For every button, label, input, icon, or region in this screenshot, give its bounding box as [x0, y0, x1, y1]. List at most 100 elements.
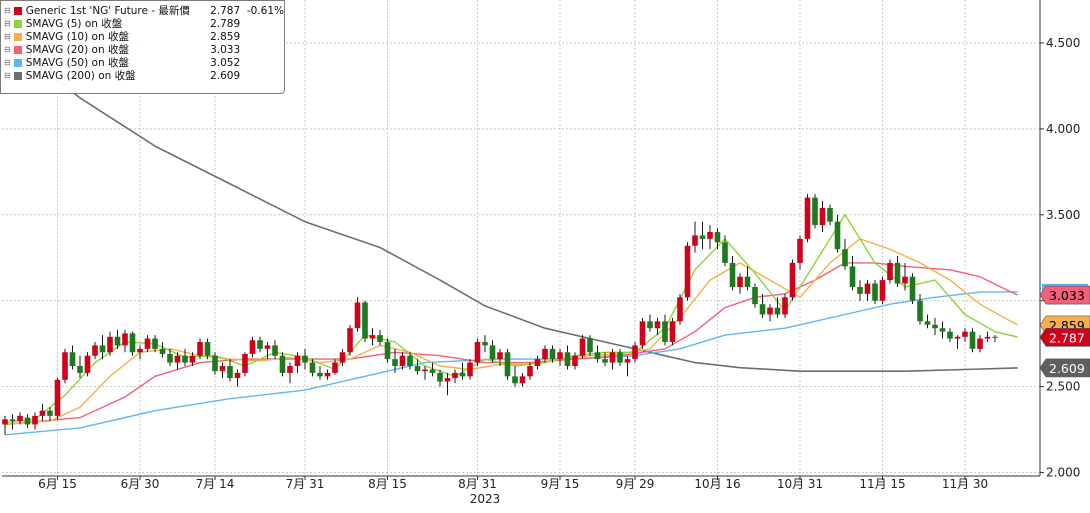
candle-body — [519, 376, 526, 384]
candle-body — [182, 355, 188, 363]
legend-item[interactable]: ⊟ SMAVG (20) on 收盤 3.033 — [3, 43, 284, 57]
candle-body — [129, 333, 136, 353]
candle-body — [99, 345, 106, 353]
y-tick-label: 2.500 — [1046, 380, 1080, 394]
candle-body — [902, 276, 908, 284]
legend-value: 3.052 — [210, 56, 241, 69]
candle-body — [369, 335, 376, 339]
candle-body — [759, 304, 766, 315]
candle-body — [242, 353, 248, 373]
legend-label: SMAVG (50) on 收盤 — [25, 57, 129, 69]
candle-body — [122, 333, 128, 346]
candle-body — [587, 338, 593, 353]
candle-body — [152, 338, 158, 349]
legend-label: SMAVG (10) on 收盤 — [25, 31, 129, 43]
legend-item[interactable]: ⊟ SMAVG (50) on 收盤 3.052 — [3, 56, 284, 70]
sma-200-line — [4, 38, 1018, 372]
candle-body — [917, 300, 923, 322]
candle-body — [744, 276, 751, 287]
candle-body — [77, 366, 83, 373]
legend-value: 2.787 — [210, 4, 241, 17]
legend-swatch — [13, 58, 22, 67]
candle-body — [482, 341, 488, 346]
candle-body — [939, 328, 946, 332]
y-tick-label: 2.000 — [1046, 466, 1080, 480]
y-tick-label: 4.000 — [1046, 122, 1080, 136]
candle-body — [714, 231, 721, 243]
legend-item[interactable]: ⊟ SMAVG (200) on 收盤 2.609 — [3, 69, 284, 83]
x-tick-label: 9月 29 — [616, 477, 655, 491]
legend-swatch — [13, 19, 22, 28]
candle-body — [2, 419, 8, 425]
x-tick-label: 8月 31 — [458, 477, 497, 491]
candle-body — [984, 336, 991, 339]
candle-body — [534, 359, 541, 367]
candle-body — [669, 321, 676, 342]
sma-5-line — [4, 214, 1018, 424]
candle-body — [962, 331, 968, 337]
collapse-icon[interactable]: ⊟ — [4, 6, 11, 15]
legend-swatch — [13, 6, 22, 15]
legend-item[interactable]: ⊟ Generic 1st 'NG' Future - 最新價 2.787 -0… — [3, 4, 284, 18]
candle-body — [789, 262, 796, 298]
price-label-bg — [1039, 358, 1090, 378]
candle-body — [932, 324, 938, 329]
candle-body — [362, 302, 368, 339]
candle-body — [54, 379, 61, 416]
candle-body — [849, 266, 856, 287]
legend-item[interactable]: ⊟ SMAVG (5) on 收盤 2.789 — [3, 17, 284, 31]
candle-body — [632, 345, 638, 360]
legend[interactable]: ⊟ Generic 1st 'NG' Future - 最新價 2.787 -0… — [0, 0, 285, 94]
price-label: 2.609 — [1049, 361, 1085, 376]
candle-body — [647, 321, 653, 329]
price-label-bg — [1039, 285, 1090, 305]
sma-10-line — [4, 238, 1018, 426]
collapse-icon[interactable]: ⊟ — [4, 19, 11, 28]
candle-body — [654, 321, 661, 329]
candle-body — [812, 197, 818, 226]
candle-body — [557, 352, 563, 360]
candle-body — [422, 369, 428, 372]
candle-body — [797, 238, 803, 263]
candle-body — [114, 336, 121, 346]
x-tick-label: 11月 15 — [859, 477, 905, 491]
collapse-icon[interactable]: ⊟ — [4, 58, 11, 67]
candle-body — [624, 359, 631, 363]
collapse-icon[interactable]: ⊟ — [4, 45, 11, 54]
legend-label: SMAVG (200) on 收盤 — [25, 70, 136, 82]
candle-body — [954, 336, 961, 339]
candle-body — [872, 283, 878, 301]
candle-body — [729, 262, 736, 287]
candle-body — [722, 242, 728, 263]
collapse-icon[interactable]: ⊟ — [4, 71, 11, 80]
legend-value: 2.789 — [210, 17, 241, 30]
candle-body — [459, 372, 466, 377]
legend-swatch — [13, 32, 22, 41]
candle-body — [609, 352, 616, 363]
candle-body — [879, 280, 886, 301]
candle-body — [264, 345, 271, 349]
candle-body — [887, 262, 893, 281]
candle-body — [92, 345, 98, 356]
candle-body — [579, 338, 586, 356]
candle-body — [392, 359, 398, 367]
candle-body — [287, 366, 293, 373]
candle-body — [212, 355, 218, 372]
candle-body — [804, 197, 811, 239]
legend-swatch — [13, 71, 22, 80]
legend-value: 2.609 — [210, 69, 241, 82]
candle-body — [684, 245, 691, 298]
x-tick-label: 7月 14 — [196, 477, 235, 491]
candle-body — [864, 283, 871, 294]
collapse-icon[interactable]: ⊟ — [4, 32, 11, 41]
candle-body — [767, 307, 773, 315]
candle-body — [857, 286, 863, 294]
candle-body — [474, 341, 481, 363]
x-tick-label: 10月 31 — [777, 477, 823, 491]
legend-item[interactable]: ⊟ SMAVG (10) on 收盤 2.859 — [3, 30, 284, 44]
candle-body — [107, 336, 113, 353]
y-tick-label: 4.500 — [1046, 36, 1080, 50]
candle-body — [489, 345, 496, 360]
candle-body — [159, 348, 166, 354]
